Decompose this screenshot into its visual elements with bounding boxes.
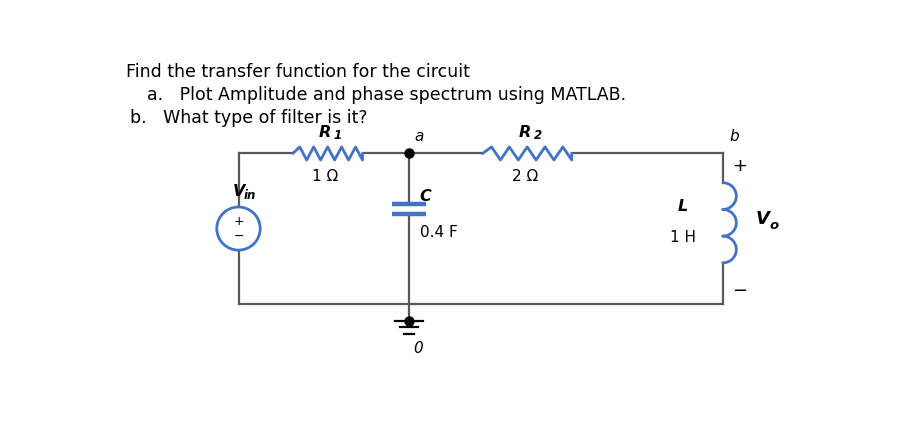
Text: 0.4 F: 0.4 F (420, 226, 458, 241)
Text: 2: 2 (534, 129, 542, 142)
Text: Find the transfer function for the circuit: Find the transfer function for the circu… (126, 63, 470, 81)
Text: R: R (319, 125, 332, 140)
Text: a.   Plot Amplitude and phase spectrum using MATLAB.: a. Plot Amplitude and phase spectrum usi… (147, 86, 627, 104)
Text: V: V (756, 210, 769, 228)
Text: V: V (233, 184, 245, 199)
Text: b.   What type of filter is it?: b. What type of filter is it? (130, 109, 367, 127)
Text: −: − (733, 282, 747, 300)
Text: 1 Ω: 1 Ω (312, 169, 338, 184)
Text: 1 H: 1 H (670, 231, 695, 245)
Text: +: + (733, 157, 747, 175)
Text: −: − (234, 230, 244, 243)
Text: L: L (678, 199, 688, 213)
Text: C: C (420, 189, 431, 204)
Text: +: + (234, 215, 244, 228)
Text: R: R (519, 125, 531, 140)
Text: in: in (244, 189, 256, 202)
Text: 1: 1 (333, 129, 342, 142)
Text: b: b (729, 129, 738, 144)
Text: 0: 0 (414, 341, 423, 356)
Text: 2 Ω: 2 Ω (512, 169, 539, 184)
Text: a: a (414, 129, 424, 144)
Text: o: o (769, 219, 779, 232)
